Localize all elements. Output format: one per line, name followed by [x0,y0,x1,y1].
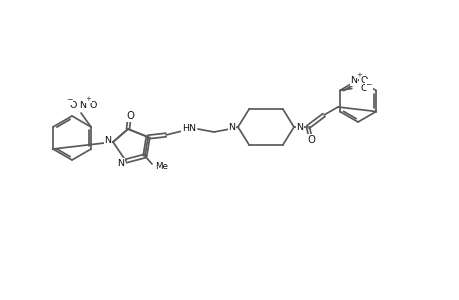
Text: N: N [104,136,111,145]
Text: O: O [126,111,134,121]
Text: −: − [365,80,371,89]
Text: HN: HN [182,124,196,133]
Text: −: − [66,95,72,104]
Text: +: + [355,71,361,77]
Text: O: O [359,84,367,93]
Text: N: N [350,76,357,85]
Text: N: N [79,100,86,109]
Text: O: O [306,135,314,145]
Text: O: O [69,100,77,109]
Text: +: + [85,96,91,102]
Text: N: N [296,122,303,131]
Text: N: N [117,158,124,167]
Text: Me: Me [155,161,168,170]
Text: O: O [359,76,367,85]
Text: O: O [89,100,96,109]
Text: N: N [228,122,235,131]
